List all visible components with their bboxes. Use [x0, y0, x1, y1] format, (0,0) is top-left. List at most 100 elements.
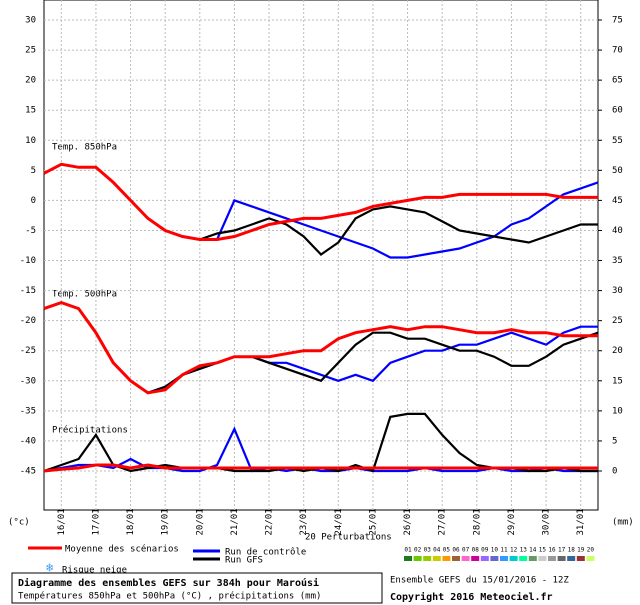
y-tick-label: -10 — [20, 256, 36, 266]
perturbation-swatch — [461, 556, 470, 561]
x-tick-label: 25/01 — [368, 508, 378, 535]
x-tick-label: 27/01 — [438, 508, 448, 535]
perturbation-label: 11 — [500, 547, 508, 554]
plot-frame — [43, 0, 599, 511]
perturbation-label: 03 — [424, 547, 432, 554]
copyright: Copyright 2016 Meteociel.fr — [390, 591, 553, 603]
annotation: Temp. 500hPa — [52, 290, 117, 300]
perturbation-label: 18 — [568, 547, 576, 554]
x-tick-label: 16/01 — [57, 508, 67, 535]
annotation: Précipitations — [52, 425, 128, 436]
y2-tick-label: 60 — [612, 106, 623, 116]
perturbation-label: 16 — [548, 547, 556, 554]
perturbation-swatch — [452, 556, 460, 561]
run-label: Ensemble GEFS du 15/01/2016 - 12Z — [390, 576, 569, 586]
perturbation-swatch — [500, 556, 508, 561]
y2-unit: (mm) — [612, 518, 634, 528]
y-tick-label: -35 — [20, 406, 36, 416]
y2-tick-label: 15 — [612, 376, 623, 386]
y-tick-label: 5 — [31, 166, 36, 176]
perturbation-label: 12 — [510, 547, 518, 554]
y-tick-label: 25 — [25, 46, 36, 56]
x-tick-label: 29/01 — [507, 508, 517, 535]
x-tick-label: 24/01 — [334, 508, 344, 535]
perturbation-label: 01 — [404, 547, 412, 554]
perturbation-swatch — [423, 556, 432, 561]
y2-tick-label: 5 — [612, 436, 617, 446]
snow-icon: ❄ — [46, 561, 53, 575]
y-unit: (°c) — [8, 518, 30, 528]
y-tick-label: 15 — [25, 106, 36, 116]
y-tick-label: 30 — [25, 16, 36, 26]
perturbation-swatch — [490, 556, 499, 561]
perturbation-swatch — [480, 556, 489, 561]
perturbation-label: 05 — [443, 547, 451, 554]
perturbation-swatch — [528, 556, 537, 561]
annotation: Temp. 850hPa — [52, 143, 117, 153]
perturbation-label: 17 — [558, 547, 566, 554]
y-tick-label: -30 — [20, 376, 36, 386]
perturbation-label: 09 — [481, 547, 489, 554]
y2-tick-label: 45 — [612, 196, 623, 206]
series-line — [43, 426, 598, 473]
perturbation-swatch — [471, 556, 480, 561]
legend-label: Run GFS — [225, 556, 263, 566]
y-tick-label: -45 — [20, 467, 36, 477]
legend-label: Moyenne des scénarios — [65, 544, 179, 555]
perturbation-label: 20 — [587, 547, 595, 554]
perturbation-label: 06 — [452, 547, 460, 554]
y2-tick-label: 65 — [612, 76, 623, 86]
perturbation-label: 13 — [520, 547, 528, 554]
perturbation-swatch — [442, 556, 451, 561]
y-tick-label: -15 — [20, 286, 36, 296]
y2-tick-label: 50 — [612, 166, 623, 176]
series-line — [43, 163, 599, 259]
y2-tick-label: 20 — [612, 346, 623, 356]
y2-tick-label: 70 — [612, 46, 623, 56]
series-line — [43, 412, 598, 473]
perturbation-label: 19 — [577, 547, 585, 554]
y2-tick-label: 10 — [612, 406, 623, 416]
y-tick-label: -25 — [20, 346, 36, 356]
legend-label: Run de contrôle — [225, 547, 306, 558]
perturbation-label: 15 — [539, 547, 547, 554]
perturbation-swatch — [576, 556, 585, 561]
x-tick-label: 31/01 — [576, 508, 586, 535]
chart-subtitle: Températures 850hPa et 500hPa (°C) , pré… — [18, 591, 321, 602]
y-tick-label: -40 — [20, 436, 36, 446]
perturbation-label: 14 — [529, 547, 537, 554]
y-tick-label: -5 — [25, 226, 36, 236]
y-tick-label: 20 — [25, 76, 36, 86]
y2-tick-label: 30 — [612, 286, 623, 296]
y2-tick-label: 0 — [612, 467, 617, 477]
perturbation-swatch — [557, 556, 566, 561]
perturbation-swatch — [519, 556, 528, 561]
x-tick-label: 21/01 — [230, 508, 240, 535]
x-tick-label: 30/01 — [542, 508, 552, 535]
x-tick-label: 19/01 — [161, 508, 171, 535]
chart-title: Diagramme des ensembles GEFS sur 384h po… — [18, 577, 319, 589]
y2-tick-label: 40 — [612, 226, 623, 236]
perturbation-swatch — [413, 556, 422, 561]
series-line — [43, 162, 598, 241]
y2-tick-label: 25 — [612, 316, 623, 326]
y2-tick-label: 55 — [612, 136, 623, 146]
perturbation-label: 07 — [462, 547, 470, 554]
perturbation-label: 02 — [414, 547, 422, 554]
perturbation-swatch — [567, 556, 576, 561]
perturbation-swatch — [586, 556, 595, 561]
x-tick-label: 23/01 — [299, 508, 309, 535]
x-tick-label: 26/01 — [403, 508, 413, 535]
perturbation-swatch — [509, 556, 518, 561]
series-line — [43, 301, 598, 395]
snow-label: Risque neige — [62, 566, 127, 576]
x-tick-label: 18/01 — [126, 508, 136, 535]
x-tick-label: 28/01 — [472, 508, 482, 535]
title-box — [11, 572, 383, 604]
perturbation-label: 10 — [491, 547, 499, 554]
series-line — [43, 463, 598, 473]
perturbation-label: 04 — [433, 547, 441, 554]
y-tick-label: -20 — [20, 316, 36, 326]
